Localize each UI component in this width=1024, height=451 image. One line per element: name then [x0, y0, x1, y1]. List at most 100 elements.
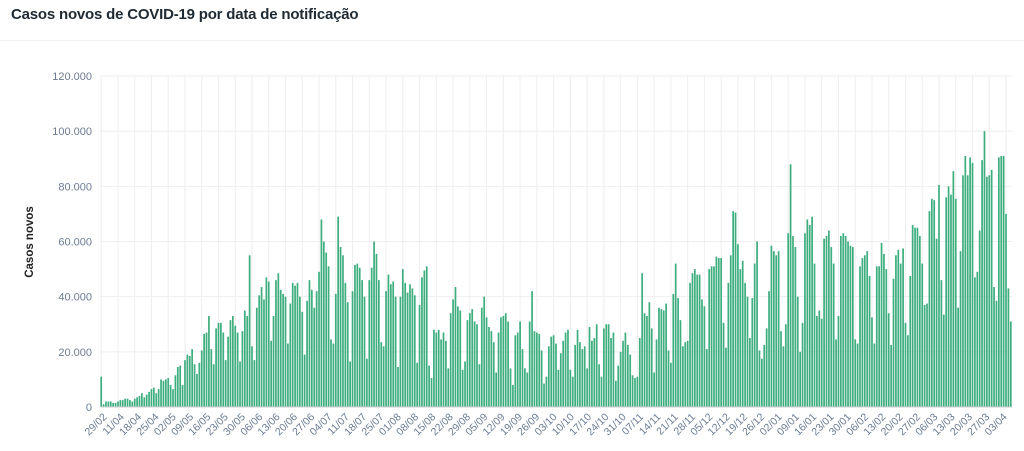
bar [684, 342, 687, 407]
bar [969, 157, 971, 407]
bar [327, 266, 330, 407]
bar [368, 280, 371, 407]
bar [401, 269, 404, 407]
bar [126, 398, 129, 407]
bar [974, 277, 976, 407]
bar [133, 398, 136, 407]
bar [861, 258, 864, 407]
bar [157, 389, 160, 407]
bar [672, 293, 675, 407]
x-axis-ticks: 29/0211/0418/0425/0402/0509/0516/0523/05… [83, 411, 1010, 438]
bar [983, 131, 986, 407]
bar [667, 350, 670, 407]
bar [746, 296, 749, 407]
bar [739, 269, 742, 407]
bar [569, 369, 572, 407]
bar [725, 347, 727, 407]
bar [777, 251, 780, 407]
bar [626, 344, 629, 407]
bar [772, 251, 775, 407]
bar [650, 328, 653, 407]
bar [521, 349, 524, 407]
bar [598, 364, 600, 407]
bar [346, 302, 349, 407]
bar [646, 315, 648, 407]
bar [940, 280, 943, 407]
bar [172, 389, 174, 407]
bar [579, 342, 581, 407]
bar [516, 332, 519, 407]
bar [693, 269, 696, 407]
bar [909, 275, 912, 407]
bar [184, 360, 186, 407]
bar [394, 296, 397, 407]
bar [839, 235, 842, 407]
bar [397, 367, 399, 407]
bar [571, 376, 574, 407]
bar [263, 299, 265, 407]
bar [174, 375, 177, 407]
bar [887, 313, 890, 407]
bar [914, 227, 916, 407]
bar [461, 369, 464, 407]
bar [567, 329, 569, 407]
bar [473, 321, 476, 407]
bar [911, 224, 914, 407]
bar [710, 266, 713, 407]
bar [287, 343, 289, 407]
bar [366, 358, 368, 407]
bar [334, 293, 337, 407]
bar [105, 401, 107, 407]
bar [727, 282, 730, 407]
bar [227, 336, 229, 407]
bar [703, 306, 706, 407]
bar [918, 235, 921, 407]
bar [696, 274, 699, 407]
bar [770, 245, 773, 407]
bar [1007, 288, 1010, 407]
bar [543, 383, 545, 407]
bar [433, 329, 435, 407]
bar [102, 404, 105, 407]
bar [760, 358, 763, 407]
bar [643, 313, 646, 407]
bar [780, 331, 782, 407]
bar [330, 339, 332, 407]
bar [722, 322, 725, 407]
bar [789, 164, 792, 407]
bar [885, 269, 888, 407]
bar [428, 365, 430, 407]
bar [169, 384, 172, 407]
bar [648, 302, 651, 407]
bar [638, 338, 641, 407]
bar [986, 176, 988, 407]
bar [607, 324, 610, 407]
bar [674, 263, 677, 407]
bar [119, 400, 122, 407]
bar [258, 295, 261, 407]
bar [535, 332, 538, 407]
bar [988, 175, 991, 407]
bar [624, 332, 627, 407]
bar [315, 291, 318, 407]
bar [677, 298, 679, 407]
bar [942, 314, 945, 407]
bar [588, 327, 591, 407]
bar [524, 368, 526, 407]
bar [765, 328, 768, 407]
bar [928, 211, 931, 407]
bar [610, 338, 612, 407]
bar [272, 315, 275, 407]
bar [229, 320, 232, 407]
bar [1005, 213, 1007, 407]
bar [959, 251, 962, 407]
bar [160, 379, 162, 407]
bar [715, 256, 718, 407]
bar [990, 169, 993, 407]
bar [339, 247, 342, 407]
bar [895, 255, 897, 407]
bar [629, 354, 632, 407]
bar [686, 340, 689, 407]
bar [289, 303, 292, 407]
